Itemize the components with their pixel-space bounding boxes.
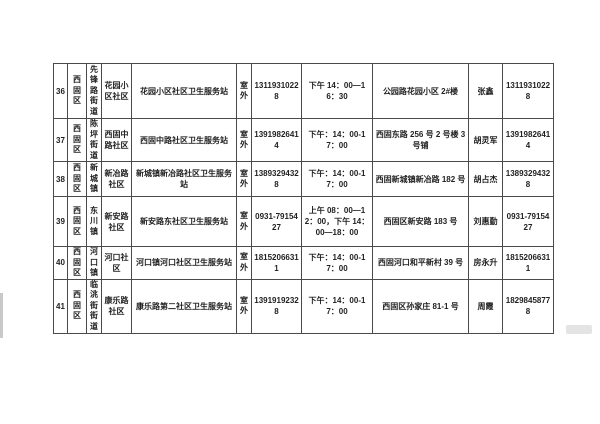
cell-community: 河口社区 (101, 246, 132, 280)
cell-hours: 下午：14：00-17：00 (301, 161, 373, 197)
scan-artifact (0, 293, 3, 338)
cell-contact: 胡灵军 (468, 118, 503, 162)
cell-hours: 下午：14：00-17：00 (301, 246, 373, 280)
table-row: 36 西固区 先锋路街道 花园小区社区 花园小区社区卫生服务站 室外 13119… (53, 63, 554, 119)
cell-street: 河口镇 (86, 246, 102, 280)
cell-contact: 胡占杰 (468, 161, 503, 197)
cell-phone: 13919826414 (251, 118, 302, 162)
cell-station: 花园小区社区卫生服务站 (131, 63, 237, 119)
table-row: 37 西固区 陈坪街道 西固中路社区 西固中路社区卫生服务站 室外 139198… (53, 118, 554, 162)
cell-address: 西固河口和平新村 39 号 (372, 246, 469, 280)
cell-street: 东川镇 (86, 196, 102, 247)
cell-seq: 36 (53, 63, 68, 119)
cell-hours: 下午：14：00-17：00 (301, 278, 373, 334)
cell-setting: 室外 (236, 278, 252, 334)
cell-street: 陈坪街道 (86, 118, 102, 162)
cell-district: 西固区 (67, 161, 87, 197)
cell-street: 先锋路街道 (86, 63, 102, 119)
cell-seq: 39 (53, 196, 68, 247)
cell-contact: 房永升 (468, 246, 503, 280)
cell-hours: 下午 14：00—16：30 (301, 63, 373, 119)
cell-setting: 室外 (236, 63, 252, 119)
cell-district: 西固区 (67, 278, 87, 334)
cell-contact: 周霞 (468, 278, 503, 334)
table-row: 38 西固区 新城镇 新冶路社区 新城镇新冶路社区卫生服务站 室外 138932… (53, 161, 554, 197)
cell-phone: 13119310228 (251, 63, 302, 119)
scan-artifact (566, 325, 592, 334)
cell-seq: 38 (53, 161, 68, 197)
cell-address: 西固区孙家庄 81-1 号 (372, 278, 469, 334)
cell-district: 西固区 (67, 196, 87, 247)
cell-station: 西固中路社区卫生服务站 (131, 118, 237, 162)
cell-setting: 室外 (236, 118, 252, 162)
cell-district: 西固区 (67, 63, 87, 119)
cell-street: 新城镇 (86, 161, 102, 197)
cell-station: 康乐路第二社区卫生服务站 (131, 278, 237, 334)
cell-setting: 室外 (236, 161, 252, 197)
cell-hours: 上午 08：00—12：00，下午 14：00—18：00 (301, 196, 373, 247)
cell-contact-phone: 18298458778 (502, 278, 554, 334)
table-row: 40 西固区 河口镇 河口社区 河口镇河口社区卫生服务站 室外 18152066… (53, 246, 554, 280)
cell-setting: 室外 (236, 196, 252, 247)
cell-contact: 刘惠勤 (468, 196, 503, 247)
cell-station: 新城镇新冶路社区卫生服务站 (131, 161, 237, 197)
cell-setting: 室外 (236, 246, 252, 280)
health-stations-table: 36 西固区 先锋路街道 花园小区社区 花园小区社区卫生服务站 室外 13119… (53, 63, 554, 334)
cell-contact-phone: 13119310228 (502, 63, 554, 119)
cell-seq: 40 (53, 246, 68, 280)
cell-community: 花园小区社区 (101, 63, 132, 119)
cell-contact-phone: 18152066311 (502, 246, 554, 280)
cell-contact: 张鑫 (468, 63, 503, 119)
cell-community: 新安路社区 (101, 196, 132, 247)
cell-community: 新冶路社区 (101, 161, 132, 197)
cell-phone: 18152066311 (251, 246, 302, 280)
cell-station: 河口镇河口社区卫生服务站 (131, 246, 237, 280)
cell-seq: 41 (53, 278, 68, 334)
table-row: 39 西固区 东川镇 新安路社区 新安路东社区卫生服务站 室外 0931-791… (53, 196, 554, 247)
cell-contact-phone: 13919826414 (502, 118, 554, 162)
cell-phone: 0931-7915427 (251, 196, 302, 247)
cell-station: 新安路东社区卫生服务站 (131, 196, 237, 247)
cell-hours: 下午：14：00-17：00 (301, 118, 373, 162)
cell-contact-phone: 0931-7915427 (502, 196, 554, 247)
cell-street: 临洮街街道 (86, 278, 102, 334)
cell-district: 西固区 (67, 246, 87, 280)
cell-address: 西固新城镇新冶路 182 号 (372, 161, 469, 197)
cell-seq: 37 (53, 118, 68, 162)
cell-community: 西固中路社区 (101, 118, 132, 162)
cell-address: 公园路花园小区 2#楼 (372, 63, 469, 119)
cell-address: 西固东路 256 号 2 号楼 3 号铺 (372, 118, 469, 162)
table-row: 41 西固区 临洮街街道 康乐路社区 康乐路第二社区卫生服务站 室外 13919… (53, 278, 554, 334)
cell-district: 西固区 (67, 118, 87, 162)
cell-phone: 13919192328 (251, 278, 302, 334)
cell-community: 康乐路社区 (101, 278, 132, 334)
cell-contact-phone: 13893294328 (502, 161, 554, 197)
cell-address: 西固区新安路 183 号 (372, 196, 469, 247)
cell-phone: 13893294328 (251, 161, 302, 197)
